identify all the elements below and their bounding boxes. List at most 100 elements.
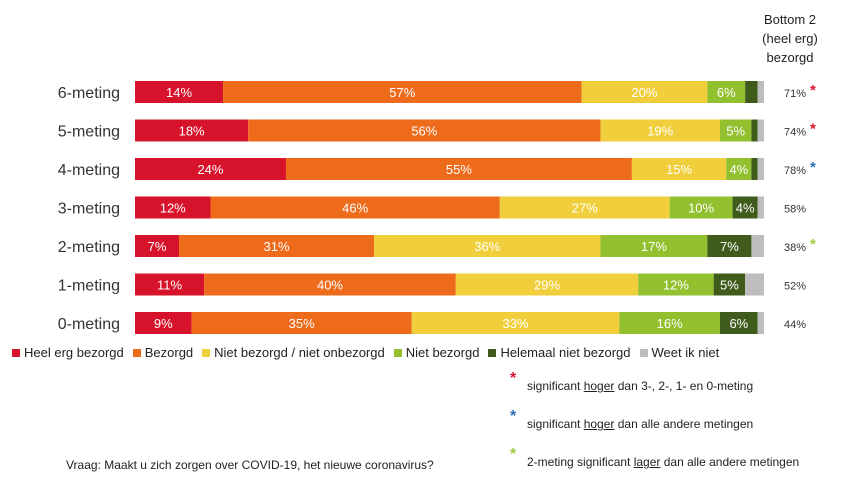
- bottom2-header-line: (heel erg): [762, 31, 818, 46]
- legend-swatch: [393, 348, 402, 357]
- note-pre: significant: [527, 417, 584, 431]
- bar-segment: [179, 235, 375, 257]
- category-label: 2-meting: [58, 239, 120, 256]
- data-label: 17%: [641, 239, 667, 254]
- significance-note: * 2-meting significant lager dan alle an…: [510, 446, 840, 472]
- legend-label: Heel erg bezorgd: [24, 345, 124, 360]
- bar-segment: [631, 158, 727, 180]
- data-label: 36%: [474, 239, 500, 254]
- legend-label: Helemaal niet bezorgd: [500, 345, 631, 360]
- bar-segment: [669, 196, 733, 219]
- significance-star: *: [810, 159, 816, 176]
- bar-segment: [751, 158, 758, 180]
- data-label: 19%: [647, 124, 673, 139]
- legend-swatch: [639, 348, 648, 357]
- note-pre: 2-meting significant: [527, 455, 634, 469]
- bar-segment: [707, 235, 752, 257]
- bottom2-header-line: Bottom 2: [763, 12, 817, 27]
- bar-segment: [732, 196, 758, 219]
- category-label: 5-meting: [58, 124, 120, 141]
- significance-notes: * significant hoger dan 3-, 2-, 1- en 0-…: [510, 370, 840, 490]
- significance-note: * significant hoger dan 3-, 2-, 1- en 0-…: [510, 370, 840, 396]
- legend-swatch: [202, 348, 211, 357]
- bar-segment: [619, 312, 720, 334]
- note-text: 2-meting significant lager dan alle ande…: [527, 455, 799, 469]
- bar-segment: [135, 81, 224, 103]
- bar-segment: [285, 158, 632, 180]
- bar-segment: [374, 235, 601, 257]
- note-emphasis: lager: [633, 455, 661, 469]
- data-label: 9%: [154, 316, 173, 331]
- bar-segment: [135, 119, 249, 142]
- bottom2-header-line: bezorgd: [766, 50, 814, 65]
- data-label: 5%: [720, 278, 739, 293]
- legend-label: Weet ik niet: [651, 345, 720, 360]
- data-label: 33%: [503, 316, 529, 331]
- bar-segment: [757, 119, 764, 142]
- data-label: 55%: [446, 162, 472, 177]
- bar-segment: [757, 312, 764, 334]
- bar-segment: [248, 119, 601, 142]
- significance-star: *: [810, 82, 816, 99]
- legend-item: Heel erg bezorgd: [12, 345, 124, 360]
- bottom2-value: 52%: [784, 281, 806, 293]
- bar-segment: [751, 119, 758, 142]
- bar-segment: [719, 312, 758, 334]
- data-label: 4%: [729, 162, 748, 177]
- bar-segment: [135, 196, 211, 219]
- bar-segment: [600, 119, 720, 142]
- category-label: 4-meting: [58, 162, 120, 179]
- legend-swatch: [12, 348, 20, 357]
- bar-segment: [204, 273, 456, 296]
- bar-segment: [600, 235, 708, 257]
- significance-star: *: [810, 121, 816, 138]
- data-label: 7%: [720, 239, 739, 254]
- data-label: 35%: [289, 316, 315, 331]
- category-label: 0-meting: [58, 316, 120, 333]
- data-label: 46%: [342, 201, 368, 216]
- bottom2-value: 74%: [784, 127, 806, 139]
- legend-item: Weet ik niet: [639, 345, 720, 360]
- bar-segment: [638, 273, 714, 296]
- data-label: 6%: [729, 316, 748, 331]
- bar-segment: [455, 273, 639, 296]
- data-label: 27%: [572, 201, 598, 216]
- data-label: 24%: [197, 162, 223, 177]
- data-label: 31%: [264, 239, 290, 254]
- bottom2-header: Bottom 2 (heel erg) bezorgd: [748, 10, 832, 67]
- note-emphasis: hoger: [583, 379, 615, 393]
- category-label: 3-meting: [58, 201, 120, 218]
- bar-segment: [745, 273, 764, 296]
- data-label: 14%: [166, 85, 192, 100]
- bar-segment: [581, 81, 708, 103]
- bar-segment: [135, 273, 205, 296]
- significance-note: * significant hoger dan alle andere meti…: [510, 408, 840, 434]
- bar-segment: [751, 235, 764, 257]
- asterisk-icon: *: [510, 370, 517, 387]
- data-label: 5%: [726, 124, 745, 139]
- bottom2-value: 44%: [784, 319, 806, 331]
- data-label: 40%: [317, 278, 343, 293]
- legend-swatch: [488, 348, 497, 357]
- bar-segment: [757, 196, 764, 219]
- data-label: 7%: [148, 239, 167, 254]
- data-label: 56%: [411, 124, 437, 139]
- bar-segment: [707, 81, 746, 103]
- legend: Heel erg bezorgd Bezorgd Niet bezorgd / …: [12, 345, 842, 360]
- data-label: 18%: [179, 124, 205, 139]
- note-pre: significant: [527, 379, 584, 393]
- bar-segment: [135, 312, 192, 334]
- bar-segment: [757, 158, 764, 180]
- bar-segment: [135, 235, 180, 257]
- bottom2-value: 58%: [784, 204, 806, 216]
- data-label: 57%: [389, 85, 415, 100]
- asterisk-icon: *: [510, 408, 517, 425]
- asterisk-icon: *: [510, 446, 517, 463]
- data-label: 4%: [736, 201, 755, 216]
- data-label: 29%: [534, 278, 560, 293]
- data-label: 15%: [666, 162, 692, 177]
- note-post: dan alle andere metingen: [614, 417, 754, 431]
- bottom2-value: 71%: [784, 88, 806, 100]
- legend-item: Helemaal niet bezorgd: [488, 345, 631, 360]
- bottom2-value: 38%: [784, 242, 806, 254]
